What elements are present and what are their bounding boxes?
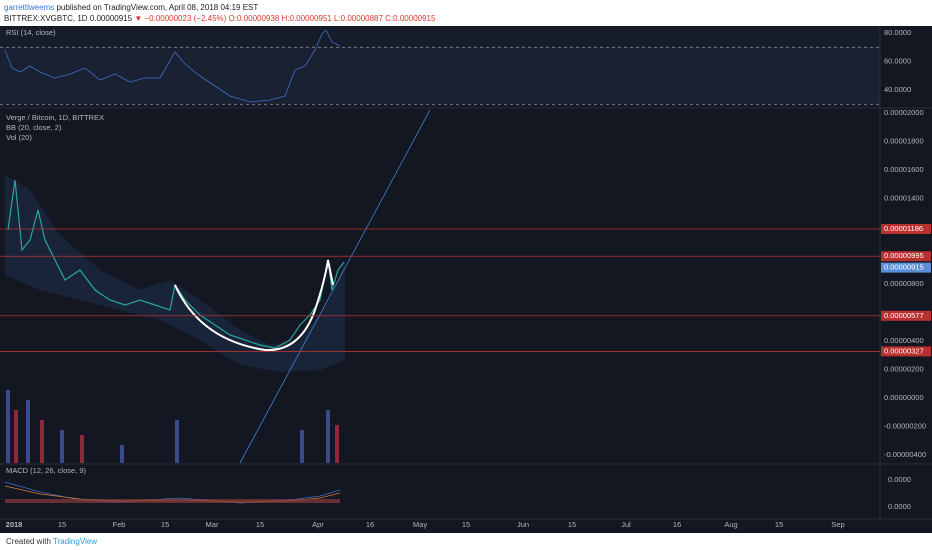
price-tick-label: 0.00001600 xyxy=(884,165,924,174)
footer: Created with TradingView xyxy=(0,533,932,550)
brand[interactable]: TradingView xyxy=(53,537,98,546)
header-line: BITTREX:XVGBTC, 1D 0.00000915 ▼ −0.00000… xyxy=(4,13,932,24)
x-tick-label: 15 xyxy=(568,520,576,529)
x-tick-label: 15 xyxy=(775,520,783,529)
pane-label: BB (20, close, 2) xyxy=(6,123,62,132)
level-tag xyxy=(881,346,931,357)
pane-label: RSI (14, close) xyxy=(6,28,56,37)
x-tick-label: 15 xyxy=(161,520,169,529)
price-tick-label: -0.00000400 xyxy=(884,450,926,459)
x-tick-label: 16 xyxy=(366,520,374,529)
user[interactable]: garrettlweems xyxy=(4,3,55,12)
volume-bar xyxy=(80,435,84,463)
price-tick-label: 0.00000400 xyxy=(884,336,924,345)
level-label: 0.00000995 xyxy=(884,251,924,260)
price-tick-label: 0.00000200 xyxy=(884,364,924,373)
volume-bar xyxy=(326,410,330,463)
x-tick-label: 15 xyxy=(256,520,264,529)
x-tick-label: Jul xyxy=(621,520,631,529)
x-tick-label: May xyxy=(413,520,427,529)
low: L:0.00000887 xyxy=(334,14,383,23)
x-tick-label: 16 xyxy=(673,520,681,529)
price-tick-label: 0.00000800 xyxy=(884,279,924,288)
macd-line xyxy=(4,481,341,504)
price-tick-label: -0.00000200 xyxy=(884,422,926,431)
rsi-line xyxy=(4,29,341,103)
last: 0.00000915 xyxy=(89,14,133,23)
level-label: 0.00001186 xyxy=(884,224,923,233)
bollinger-band xyxy=(5,175,345,372)
level-tag xyxy=(881,251,931,262)
rsi-tick-label: 40.0000 xyxy=(884,85,911,94)
x-tick-label: 15 xyxy=(58,520,66,529)
pane-label: MACD (12, 26, close, 9) xyxy=(6,466,87,475)
volume-bar xyxy=(14,410,18,463)
x-tick-label: Aug xyxy=(724,520,737,529)
arrow: ▼ xyxy=(134,14,143,23)
volume-bar xyxy=(335,425,339,463)
symbol: BITTREX:XVGBTC, 1D xyxy=(4,14,88,23)
level-tag xyxy=(881,223,931,234)
created: Created with xyxy=(6,537,51,546)
cup-drawing xyxy=(174,259,334,352)
close: C:0.00000915 xyxy=(385,14,436,23)
open: O:0.00000938 xyxy=(228,14,280,23)
level-tag xyxy=(881,310,931,321)
header: garrettlweems published on TradingView.c… xyxy=(0,0,932,26)
x-tick-label: Apr xyxy=(312,520,324,529)
x-tick-label: 15 xyxy=(462,520,470,529)
volume-bar xyxy=(40,420,44,463)
background xyxy=(0,26,932,533)
x-tick-label: Feb xyxy=(113,520,126,529)
level-label: 0.00000327 xyxy=(884,346,924,355)
volume-bar xyxy=(300,430,304,463)
pane-label: Vol (20) xyxy=(6,133,32,142)
macd-histogram xyxy=(5,499,340,503)
rsi-band xyxy=(0,47,880,103)
x-tick-label: 2018 xyxy=(6,520,23,529)
price-tick-label: 0.00001400 xyxy=(884,193,924,202)
price-tick-label: 0.00001800 xyxy=(884,136,924,145)
high: H:0.00000951 xyxy=(281,14,332,23)
chart: RSI (14, close) MACD (12, 26, close, 9) … xyxy=(0,26,932,533)
price-tick-label: 0.00000000 xyxy=(884,393,924,402)
current-price-tag xyxy=(881,262,931,273)
rsi-tick-label: 60.0000 xyxy=(884,56,911,65)
macd-tick-label: 0.0000 xyxy=(888,502,911,511)
change: −0.00000023 (−2.45%) xyxy=(144,14,227,23)
current-price-label: 0.00000915 xyxy=(884,263,924,272)
volume-bar xyxy=(175,420,179,463)
x-tick-label: Jun xyxy=(517,520,529,529)
volume-bar xyxy=(60,430,64,463)
volume-bar xyxy=(120,445,124,463)
pane-label: Verge / Bitcoin, 1D, BITTREX xyxy=(6,113,104,122)
published: published on TradingView.com, April 08, … xyxy=(56,3,259,12)
volume xyxy=(6,390,339,463)
volume-bar xyxy=(6,390,10,463)
price-tick-label: 0.00002000 xyxy=(884,108,924,117)
header-line: garrettlweems published on TradingView.c… xyxy=(4,2,932,13)
volume-bar xyxy=(26,400,30,463)
macd-tick-label: 0.0000 xyxy=(888,475,911,484)
trend-line xyxy=(239,109,431,464)
x-tick-label: Mar xyxy=(206,520,219,529)
level-label: 0.00000577 xyxy=(884,311,924,320)
x-tick-label: Sep xyxy=(831,520,844,529)
rsi-tick-label: 80.0000 xyxy=(884,28,911,37)
